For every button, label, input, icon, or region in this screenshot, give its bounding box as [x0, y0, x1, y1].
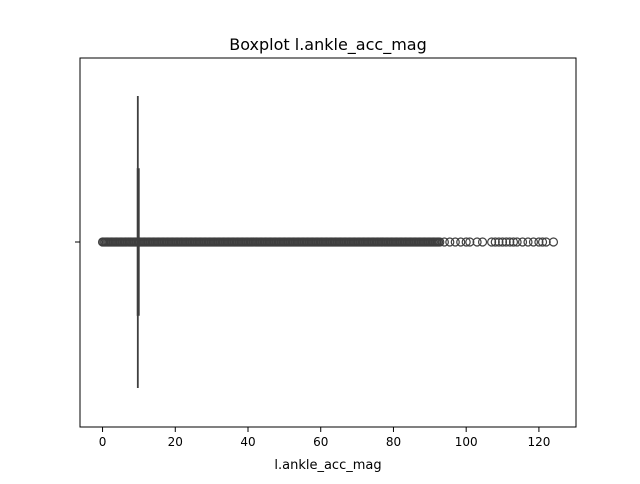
outlier-point	[523, 237, 533, 247]
outlier-point	[505, 237, 515, 247]
outlier-point	[534, 237, 544, 247]
outlier-point	[494, 237, 504, 247]
outlier-point	[477, 237, 488, 247]
outlier-point	[435, 237, 445, 247]
outlier-point	[472, 237, 482, 247]
outlier-point	[537, 237, 548, 247]
outlier-point	[487, 237, 497, 247]
x-tick-label: 80	[386, 435, 401, 449]
outlier-point	[541, 237, 551, 247]
outlier-point	[548, 237, 559, 247]
x-axis-label: l.ankle_acc_mag	[274, 458, 381, 473]
x-tick-label: 100	[455, 435, 478, 449]
x-tick-label: 120	[527, 435, 550, 449]
x-tick-label: 20	[168, 435, 183, 449]
x-tick-label: 40	[240, 435, 255, 449]
plot-area: 0 20 40 60 80 100 120	[75, 57, 577, 449]
outlier-point	[445, 237, 455, 247]
outlier-point	[490, 237, 500, 247]
outlier-point	[512, 237, 522, 247]
chart-title: Boxplot l.ankle_acc_mag	[229, 35, 426, 55]
outlier-point	[450, 237, 460, 247]
outlier-point	[508, 237, 519, 247]
outlier-point	[497, 237, 508, 247]
outlier-point	[501, 237, 511, 247]
outlier-point	[456, 237, 466, 247]
outlier-point	[439, 237, 449, 247]
outlier-point	[517, 237, 528, 247]
outlier-point	[461, 237, 471, 247]
x-tick-label: 60	[313, 435, 328, 449]
outlier-point	[465, 237, 475, 247]
outlier-point	[528, 237, 539, 247]
x-tick-label: 0	[99, 435, 107, 449]
